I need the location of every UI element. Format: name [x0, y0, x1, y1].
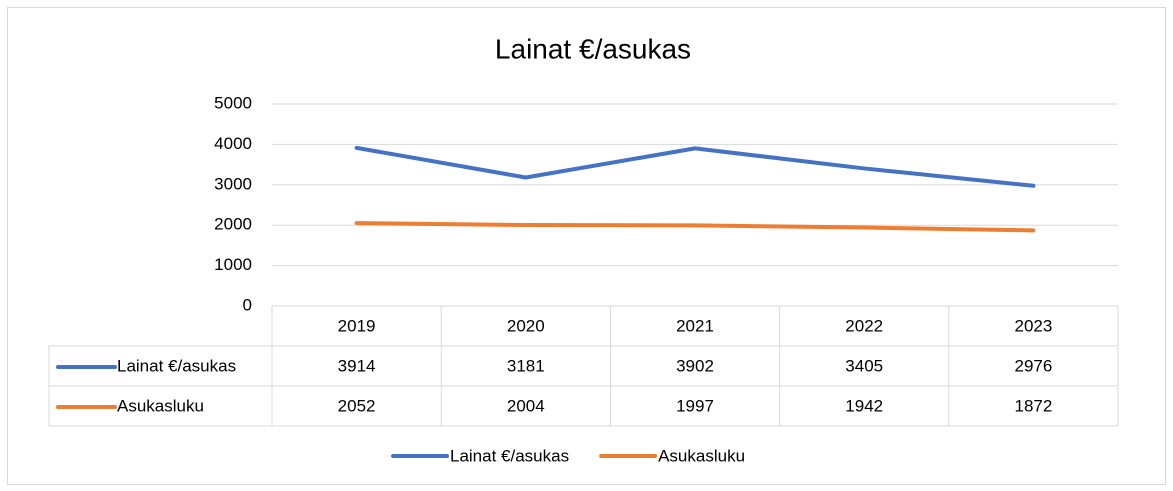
chart-border [7, 7, 1166, 485]
series-line [354, 145, 1036, 188]
x-tick-label: 2023 [1014, 316, 1052, 335]
table-cell: 2052 [338, 396, 376, 415]
table-cell: 2976 [1014, 356, 1052, 375]
y-tick-label: 0 [243, 295, 252, 314]
legend-label: Lainat €/asukas [450, 446, 569, 465]
legend-label: Asukasluku [658, 446, 745, 465]
table-cell: 1872 [1014, 396, 1052, 415]
table-legend-label: Asukasluku [117, 396, 204, 415]
table-cell: 3914 [338, 356, 376, 375]
x-tick-label: 2021 [676, 316, 714, 335]
table-cell: 2004 [507, 396, 545, 415]
table-cell: 1942 [845, 396, 883, 415]
y-tick-label: 5000 [214, 93, 252, 112]
table-cell: 1997 [676, 396, 714, 415]
table-cell: 3181 [507, 356, 545, 375]
chart-title: Lainat €/asukas [495, 33, 691, 64]
x-tick-label: 2019 [338, 316, 376, 335]
y-tick-label: 1000 [214, 255, 252, 274]
table-cell: 3405 [845, 356, 883, 375]
x-tick-label: 2020 [507, 316, 545, 335]
y-tick-label: 3000 [214, 174, 252, 193]
x-tick-label: 2022 [845, 316, 883, 335]
y-tick-label: 4000 [214, 134, 252, 153]
series-line [354, 221, 1036, 233]
y-tick-label: 2000 [214, 215, 252, 234]
table-cell: 3902 [676, 356, 714, 375]
table-legend-label: Lainat €/asukas [117, 356, 236, 375]
